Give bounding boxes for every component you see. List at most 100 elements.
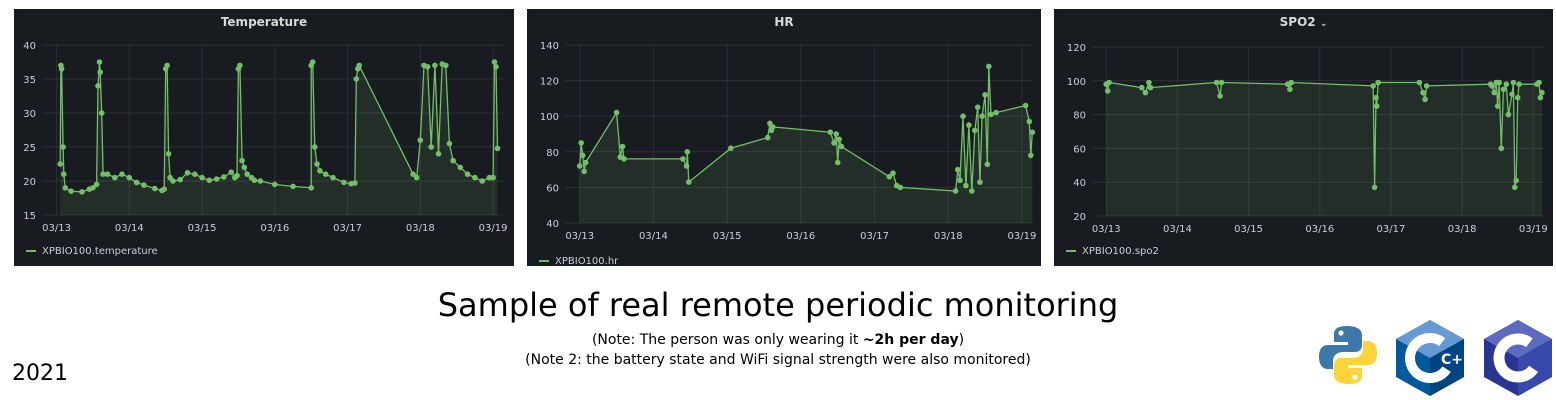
data-point [1514,94,1521,101]
data-point [1505,111,1512,118]
data-point [119,171,125,177]
x-tick-label: 03/16 [1305,224,1334,235]
legend-swatch [539,260,549,262]
data-point [1217,93,1223,99]
data-point [341,179,347,186]
data-point [770,124,776,130]
data-point [988,111,994,118]
x-tick-label: 03/18 [934,231,963,242]
legend-item[interactable]: XPBIO100.temperature [26,246,158,257]
data-point [184,170,191,176]
data-point [490,174,496,181]
data-point [152,185,158,192]
note-1-prefix: (Note: The person was only wearing it [591,332,863,348]
data-point [443,62,449,69]
data-point [432,62,438,69]
x-tick-label: 03/18 [406,223,435,234]
data-point [686,179,692,185]
panel-title[interactable]: HR [774,15,794,29]
y-tick-label: 30 [23,109,36,120]
legend-label: XPBIO100.temperature [42,246,158,257]
data-point [576,163,583,169]
y-tick-label: 80 [546,148,559,159]
data-point [982,92,988,98]
legend-item[interactable]: XPBIO100.spo2 [1066,246,1159,257]
data-point [1510,79,1517,86]
data-point [984,161,991,168]
data-point [206,177,213,184]
data-point [613,109,620,116]
y-tick-label: 20 [1073,212,1086,223]
data-point [621,156,627,162]
data-point [838,143,845,150]
data-point [966,122,972,128]
data-point [1416,79,1423,86]
data-point [450,157,456,164]
data-point [680,156,686,162]
data-point [244,171,250,177]
data-point [1142,89,1149,96]
hr-panel: 40 60 80 100 120 140 03/13 03/14 03/15 03/16 03/17… [527,9,1041,267]
data-point [352,180,358,186]
data-point [1371,184,1378,191]
temperature-panel: 15 20 25 30 35 40 03/13 03/14 03/15 03/16 03/17 03/… [14,9,514,266]
data-point [221,174,227,180]
data-point [1213,79,1220,86]
data-point [972,127,978,134]
data-point [100,171,106,177]
data-point [1494,103,1501,109]
spo2-chart: 20 40 60 80 100 120 03/13 03/14 03/15 03/16 03/17 0… [1067,43,1548,235]
panel-title-row[interactable]: SPO2 ⌄ [1054,15,1553,29]
panel-title[interactable]: Temperature [220,15,308,29]
slide-title: Sample of real remote periodic monitorin… [437,286,1119,324]
data-point [170,178,176,184]
data-point [446,140,453,147]
data-point [213,176,220,182]
data-point [314,161,320,167]
data-point [309,59,316,65]
data-point [435,151,442,157]
data-point [834,159,841,166]
y-tick-label: 25 [23,143,36,154]
note-1-suffix: ) [958,332,965,348]
data-point [1539,89,1545,96]
data-point [1496,79,1502,86]
data-point [1370,83,1376,89]
data-point [897,184,904,191]
data-point [234,172,240,179]
data-point [986,63,992,70]
x-tick-label: 03/14 [115,223,144,234]
data-point [1147,84,1154,91]
data-point [58,66,65,72]
data-point [827,129,834,135]
data-point [1026,118,1033,125]
x-tick-label: 03/19 [1008,231,1037,242]
data-point [886,173,893,180]
data-point [68,188,74,194]
data-point [1491,89,1497,96]
cpp-logo-text: C++ [1441,352,1466,368]
data-point [126,174,133,181]
data-point [491,59,498,65]
data-point [1106,79,1112,86]
data-point [424,64,431,70]
c-logo [1484,320,1552,396]
y-tick-label: 60 [1073,144,1086,155]
data-point [322,171,329,177]
data-point [308,185,315,191]
year-label: 2021 [12,361,68,386]
data-point [199,174,205,181]
data-point [228,169,234,175]
y-tick-label: 40 [546,219,559,230]
y-tick-label: 60 [546,183,559,194]
x-tick-label: 03/19 [1519,224,1548,235]
data-point [112,174,118,181]
data-point [1028,152,1034,159]
data-point [1139,84,1145,91]
data-point [890,170,896,176]
data-point [330,174,336,181]
chevron-down-icon[interactable]: ⌄ [1319,19,1328,29]
legend-item[interactable]: XPBIO100.hr [539,256,618,267]
x-tick-label: 03/17 [1377,224,1406,235]
data-point [141,182,147,188]
